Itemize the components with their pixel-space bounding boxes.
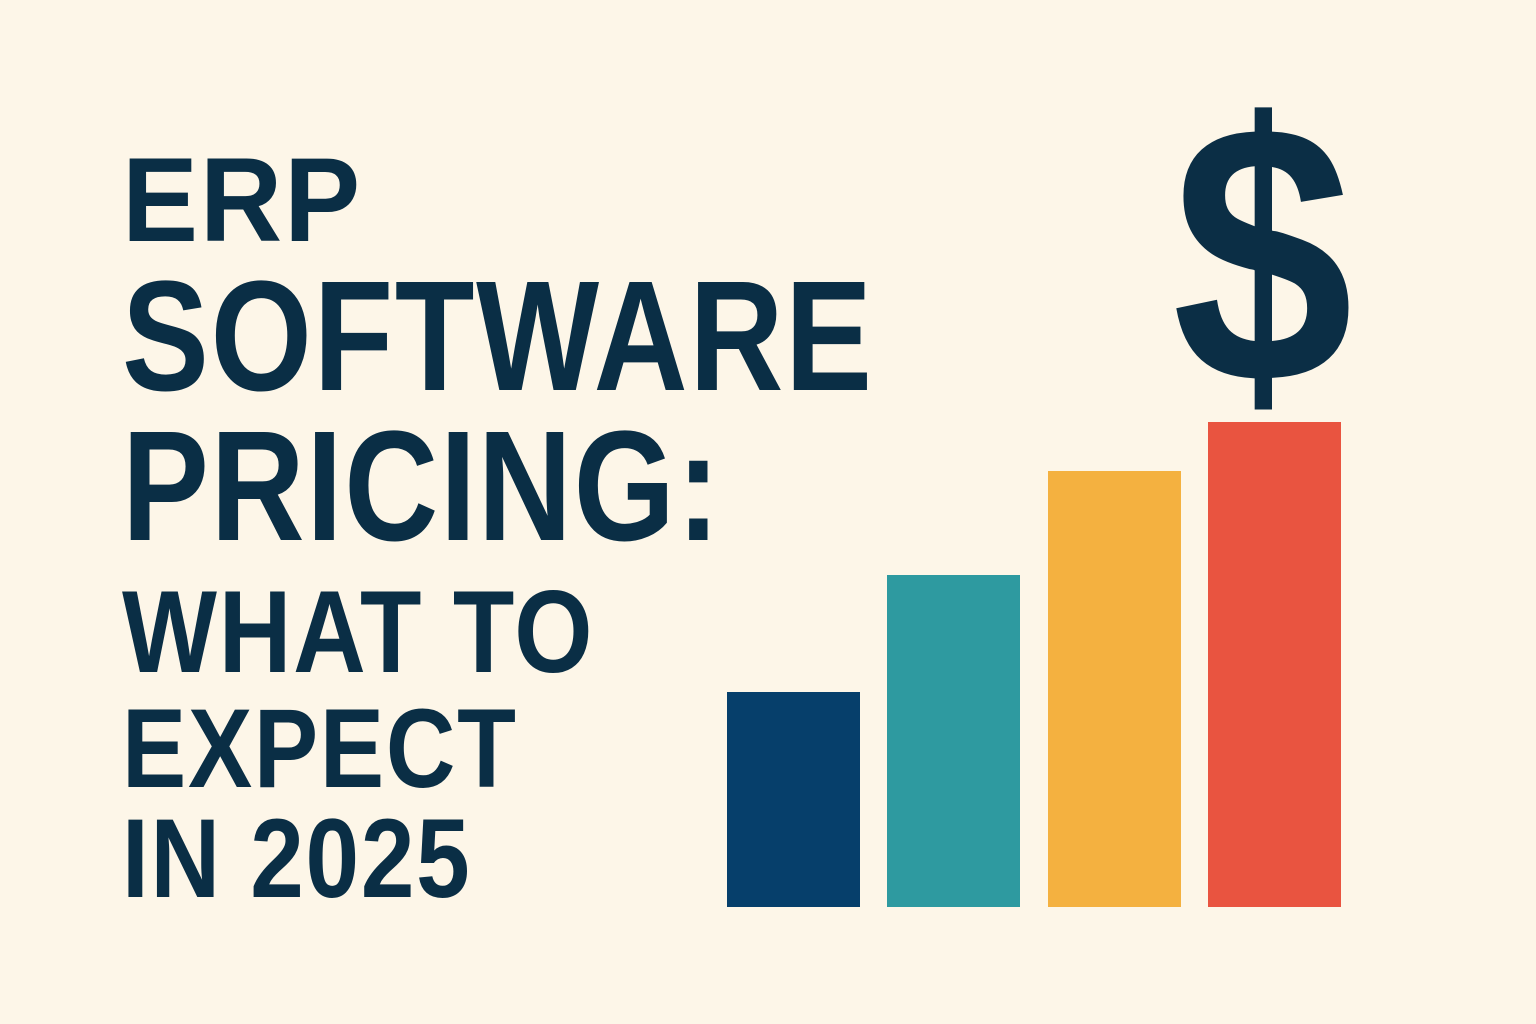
bar-1 xyxy=(727,692,860,907)
dollar-sign-icon: $ xyxy=(1172,48,1354,461)
headline-line-3: PRICING: xyxy=(122,399,722,574)
bar-4 xyxy=(1208,422,1341,907)
bar-2 xyxy=(887,575,1020,907)
headline-line-2: SOFTWARE xyxy=(122,249,874,424)
bar-3 xyxy=(1048,471,1181,907)
headline-line-6: IN 2025 xyxy=(122,796,472,921)
headline-line-1: ERP xyxy=(122,133,363,267)
headline-line-4: WHAT TO xyxy=(122,566,595,697)
headline-line-5: EXPECT xyxy=(122,686,518,811)
